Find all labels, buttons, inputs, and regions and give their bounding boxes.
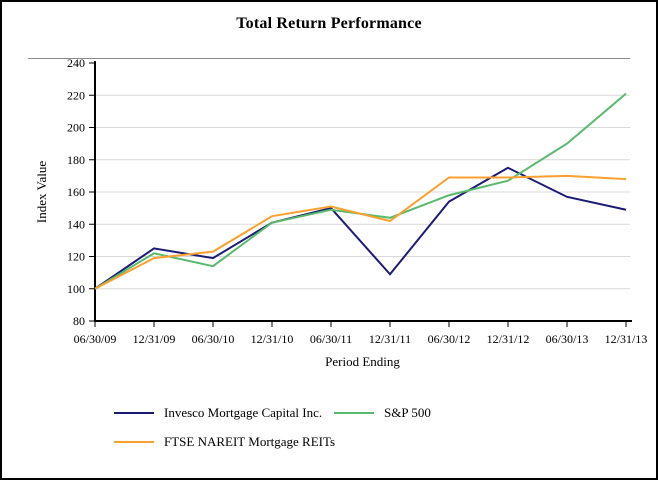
x-axis-title: Period Ending bbox=[325, 354, 400, 369]
x-tick-label: 12/31/12 bbox=[487, 332, 530, 346]
series-line-ftse-nareit-mortgage-reits bbox=[94, 174, 627, 290]
legend-item-ftse: FTSE NAREIT Mortgage REITs bbox=[114, 434, 336, 449]
legend-item-invesco: Invesco Mortgage Capital Inc. bbox=[114, 405, 323, 420]
x-tick-label: 06/30/10 bbox=[192, 332, 235, 346]
x-tick-label: 12/31/13 bbox=[605, 332, 648, 346]
x-tick-label: 06/30/11 bbox=[310, 332, 352, 346]
legend-label: Invesco Mortgage Capital Inc. bbox=[164, 405, 323, 420]
y-axis-title: Index Value bbox=[34, 160, 49, 224]
y-tick-label: 160 bbox=[67, 185, 85, 199]
y-tick-label: 80 bbox=[73, 314, 85, 328]
y-tick-label: 100 bbox=[67, 282, 85, 296]
ftse-line-swatch bbox=[114, 441, 154, 443]
x-tick-label: 06/30/09 bbox=[74, 332, 117, 346]
series-line-s-p-500 bbox=[94, 92, 627, 290]
invesco-line-swatch bbox=[114, 412, 154, 414]
y-tick-label: 180 bbox=[67, 153, 85, 167]
x-tick-label: 12/31/09 bbox=[133, 332, 176, 346]
legend-label: S&P 500 bbox=[384, 405, 431, 420]
title-divider bbox=[28, 58, 630, 59]
y-tick-label: 120 bbox=[67, 250, 85, 264]
chart-title: Total Return Performance bbox=[236, 15, 422, 32]
legend-label: FTSE NAREIT Mortgage REITs bbox=[164, 434, 336, 449]
x-tick-label: 06/30/13 bbox=[546, 332, 589, 346]
series-line-invesco-mortgage-capital-inc bbox=[94, 166, 627, 290]
y-tick-label: 140 bbox=[67, 217, 85, 231]
legend-item-sp500: S&P 500 bbox=[334, 405, 431, 420]
y-tick-label: 240 bbox=[67, 56, 85, 70]
x-tick-label: 12/31/10 bbox=[251, 332, 294, 346]
y-tick-label: 200 bbox=[67, 121, 85, 135]
sp500-line-swatch bbox=[334, 412, 374, 414]
x-tick-label: 06/30/12 bbox=[428, 332, 471, 346]
y-tick-label: 220 bbox=[67, 88, 85, 102]
x-tick-label: 12/31/11 bbox=[369, 332, 411, 346]
